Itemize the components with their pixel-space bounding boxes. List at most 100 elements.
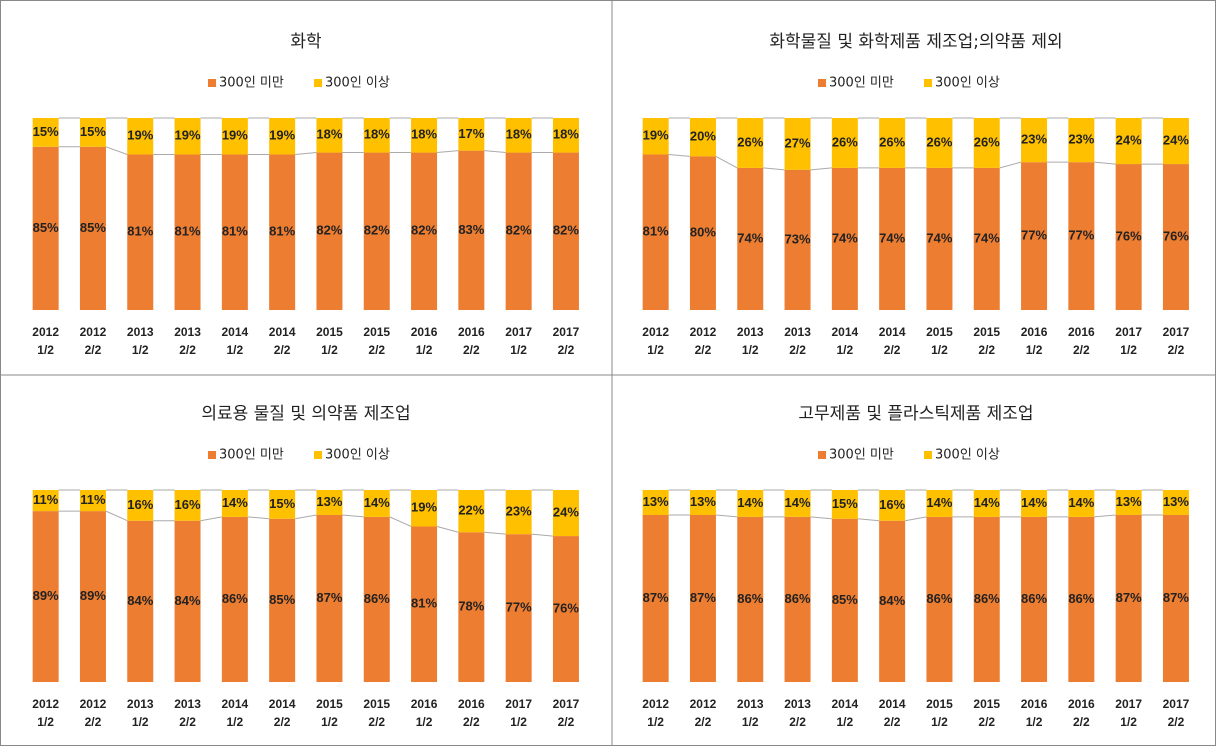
data-label: 15% [832,496,858,511]
bar-segment [269,518,296,682]
x-tick-label: 1/2 [416,343,433,357]
x-tick-label: 2017 [1115,697,1142,711]
data-label: 13% [643,494,669,509]
bar-segment [221,154,248,310]
data-label: 77% [506,600,532,615]
x-tick-label: 2/2 [274,343,291,357]
data-label: 87% [1116,590,1142,605]
x-tick-label: 2013 [174,697,201,711]
bar-segment [552,152,579,310]
x-tick-label: 2012 [80,697,107,711]
bar-segment [689,118,716,157]
data-label: 26% [879,134,905,149]
x-tick-label: 1/2 [37,343,54,357]
data-label: 81% [411,596,437,611]
bar-segment [127,154,154,310]
x-tick-label: 2012 [32,325,59,339]
bar-segment [642,154,669,310]
x-tick-label: 2/2 [978,343,995,357]
data-label: 86% [785,591,811,606]
bar-segment [689,514,716,682]
x-tick-label: 1/2 [321,715,338,729]
bar-segment [1115,490,1142,515]
bar-segment [642,514,669,682]
data-label: 18% [316,127,342,142]
series-line [810,167,832,171]
bar-segment [221,490,248,517]
x-tick-label: 2015 [973,697,1000,711]
x-tick-label: 2/2 [179,715,196,729]
bar-segment [32,118,59,147]
bar-segment [831,490,858,519]
bar-segment [32,490,59,512]
bar-segment [1068,162,1095,310]
data-label: 27% [785,135,811,150]
data-label: 14% [737,495,763,510]
x-tick-label: 2015 [926,325,953,339]
x-tick-label: 2016 [458,697,485,711]
x-tick-label: 1/2 [510,715,527,729]
x-tick-label: 2/2 [789,715,806,729]
bar-segment [174,118,201,155]
legend-label: 300인 이상 [935,76,1000,91]
legend-label: 300인 미만 [219,76,284,91]
x-tick-label: 2/2 [1168,343,1185,357]
bar-segment [79,490,106,512]
x-tick-label: 2013 [737,325,764,339]
x-tick-label: 2016 [411,697,438,711]
series-line [715,514,738,518]
x-tick-label: 1/2 [1120,343,1137,357]
bar-segment [269,154,296,310]
bar-segment [269,118,296,155]
data-label: 80% [690,225,716,240]
x-tick-label: 2014 [879,697,906,711]
data-label: 85% [269,592,295,607]
x-tick-label: 2012 [690,325,717,339]
data-label: 85% [832,592,858,607]
x-tick-label: 1/2 [227,343,244,357]
bar-segment [973,167,1000,310]
chart-title: 고무제품 및 플라스틱제품 제조업 [798,404,1033,424]
x-tick-label: 2/2 [1073,715,1090,729]
x-tick-label: 1/2 [321,343,338,357]
bar-segment [552,536,579,682]
x-tick-label: 2/2 [85,343,102,357]
bar-segment [1162,164,1189,310]
series-line [715,155,738,169]
legend-marker [924,79,932,87]
bar-segment [879,520,906,682]
x-tick-label: 2/2 [884,715,901,729]
series-line [295,514,317,520]
data-label: 26% [832,134,858,149]
series-line [247,516,270,520]
bar-segment [363,490,390,517]
bar-segment [1021,162,1048,310]
x-tick-label: 2015 [926,697,953,711]
data-label: 76% [553,600,579,615]
legend-label: 300인 미만 [829,76,894,91]
data-label: 86% [974,591,1000,606]
bar-segment [784,118,811,170]
bar-segment [737,167,764,310]
data-label: 74% [737,230,763,245]
bar-segment [1021,490,1048,517]
x-tick-label: 2017 [505,697,532,711]
x-tick-label: 2013 [784,697,811,711]
x-tick-label: 2017 [1163,697,1190,711]
data-label: 14% [785,495,811,510]
x-tick-label: 2/2 [558,343,575,357]
chart-title: 화학 [290,32,322,52]
data-label: 11% [80,492,106,507]
bar-segment [1115,118,1142,165]
data-label: 19% [127,128,153,143]
x-tick-label: 2014 [831,697,858,711]
data-label: 13% [316,494,342,509]
x-tick-label: 2016 [1068,325,1095,339]
bar-segment [1068,490,1095,517]
data-label: 18% [411,127,437,142]
data-label: 87% [316,590,342,605]
data-label: 81% [643,224,669,239]
x-tick-label: 2/2 [463,343,480,357]
bar-segment [458,532,485,682]
x-tick-label: 2/2 [368,715,385,729]
